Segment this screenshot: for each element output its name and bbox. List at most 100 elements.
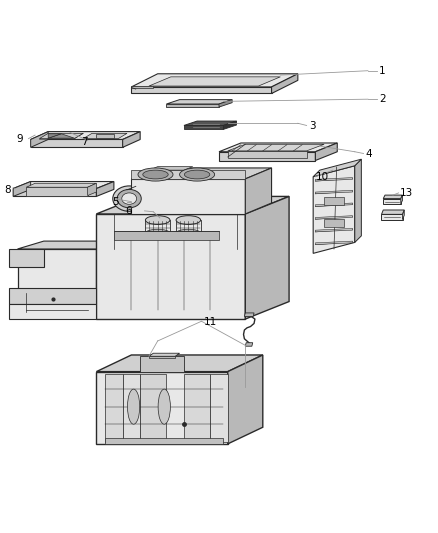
Polygon shape	[313, 166, 355, 253]
Polygon shape	[114, 231, 219, 240]
Polygon shape	[88, 183, 96, 196]
Polygon shape	[381, 210, 404, 214]
Polygon shape	[131, 87, 272, 93]
Polygon shape	[96, 214, 245, 319]
Polygon shape	[219, 152, 315, 160]
Polygon shape	[315, 177, 353, 181]
Polygon shape	[184, 374, 210, 442]
Text: 10: 10	[315, 172, 328, 182]
Polygon shape	[9, 249, 44, 266]
Polygon shape	[228, 355, 263, 444]
Text: 3: 3	[309, 121, 315, 131]
Ellipse shape	[145, 216, 170, 224]
Polygon shape	[401, 195, 403, 204]
Polygon shape	[176, 220, 201, 233]
Ellipse shape	[158, 389, 170, 424]
Polygon shape	[228, 144, 324, 151]
Polygon shape	[105, 374, 123, 442]
Polygon shape	[131, 86, 153, 88]
Polygon shape	[383, 195, 403, 199]
Polygon shape	[381, 214, 403, 220]
Polygon shape	[403, 210, 404, 220]
Polygon shape	[39, 133, 83, 139]
Polygon shape	[313, 159, 361, 177]
Polygon shape	[48, 134, 74, 138]
Ellipse shape	[145, 229, 170, 237]
Polygon shape	[219, 100, 232, 107]
Polygon shape	[184, 121, 237, 125]
Polygon shape	[105, 438, 223, 444]
Polygon shape	[9, 288, 96, 304]
Polygon shape	[228, 151, 307, 158]
Ellipse shape	[127, 389, 140, 424]
Polygon shape	[18, 241, 123, 249]
Text: 1: 1	[379, 66, 385, 76]
Text: 2: 2	[379, 94, 385, 104]
Ellipse shape	[176, 216, 201, 224]
Polygon shape	[96, 182, 114, 197]
Polygon shape	[244, 313, 254, 317]
Polygon shape	[315, 190, 353, 194]
Polygon shape	[145, 220, 170, 233]
Ellipse shape	[138, 168, 173, 181]
Polygon shape	[166, 104, 219, 107]
Polygon shape	[13, 189, 96, 197]
Polygon shape	[13, 182, 31, 197]
Polygon shape	[26, 187, 88, 196]
Polygon shape	[149, 353, 180, 356]
Ellipse shape	[184, 170, 210, 179]
Polygon shape	[315, 216, 353, 219]
Polygon shape	[184, 125, 223, 130]
Polygon shape	[96, 355, 263, 372]
Polygon shape	[96, 134, 114, 138]
Polygon shape	[131, 74, 298, 87]
Polygon shape	[315, 203, 353, 206]
Text: 9: 9	[17, 134, 23, 143]
Polygon shape	[140, 356, 184, 373]
Text: 6: 6	[125, 206, 131, 216]
Text: 11: 11	[204, 317, 217, 327]
Polygon shape	[245, 168, 272, 214]
Polygon shape	[149, 167, 193, 170]
Polygon shape	[18, 249, 96, 304]
Polygon shape	[26, 183, 96, 187]
Polygon shape	[355, 159, 361, 243]
Ellipse shape	[113, 186, 145, 211]
Polygon shape	[131, 170, 245, 179]
Polygon shape	[245, 197, 289, 319]
Polygon shape	[324, 219, 344, 227]
Polygon shape	[48, 134, 61, 138]
Polygon shape	[272, 74, 298, 93]
Ellipse shape	[122, 193, 137, 204]
Polygon shape	[31, 132, 140, 140]
Polygon shape	[223, 121, 237, 130]
Polygon shape	[383, 199, 401, 204]
Polygon shape	[123, 132, 140, 147]
Polygon shape	[245, 343, 253, 346]
Polygon shape	[96, 197, 289, 214]
Polygon shape	[31, 132, 48, 147]
Polygon shape	[9, 304, 96, 319]
Polygon shape	[83, 133, 127, 139]
Text: 5: 5	[112, 197, 118, 207]
Text: 7: 7	[81, 136, 88, 147]
Polygon shape	[149, 77, 280, 86]
Polygon shape	[140, 374, 166, 442]
Text: 8: 8	[4, 185, 11, 195]
Polygon shape	[131, 179, 245, 214]
Ellipse shape	[180, 168, 215, 181]
Ellipse shape	[143, 170, 168, 179]
Polygon shape	[219, 143, 337, 152]
Ellipse shape	[117, 189, 141, 208]
Polygon shape	[13, 182, 114, 189]
Text: 13: 13	[400, 188, 413, 198]
Polygon shape	[315, 229, 353, 232]
Ellipse shape	[176, 229, 201, 237]
Polygon shape	[315, 143, 337, 160]
Polygon shape	[210, 374, 228, 442]
Polygon shape	[31, 140, 123, 147]
Polygon shape	[324, 197, 344, 205]
Text: 4: 4	[366, 149, 372, 159]
Polygon shape	[96, 372, 228, 444]
Polygon shape	[166, 100, 232, 104]
